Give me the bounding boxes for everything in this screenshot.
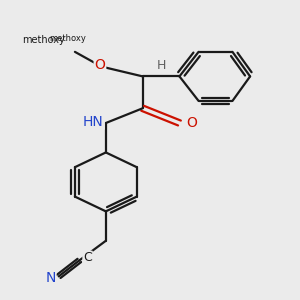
Text: methoxy: methoxy: [49, 34, 86, 43]
Text: HN: HN: [83, 115, 104, 129]
Text: methoxy: methoxy: [22, 34, 64, 45]
Text: H: H: [157, 59, 167, 72]
Text: O: O: [186, 116, 197, 130]
Text: O: O: [94, 58, 105, 72]
Text: C: C: [83, 251, 92, 265]
Text: N: N: [45, 271, 56, 285]
